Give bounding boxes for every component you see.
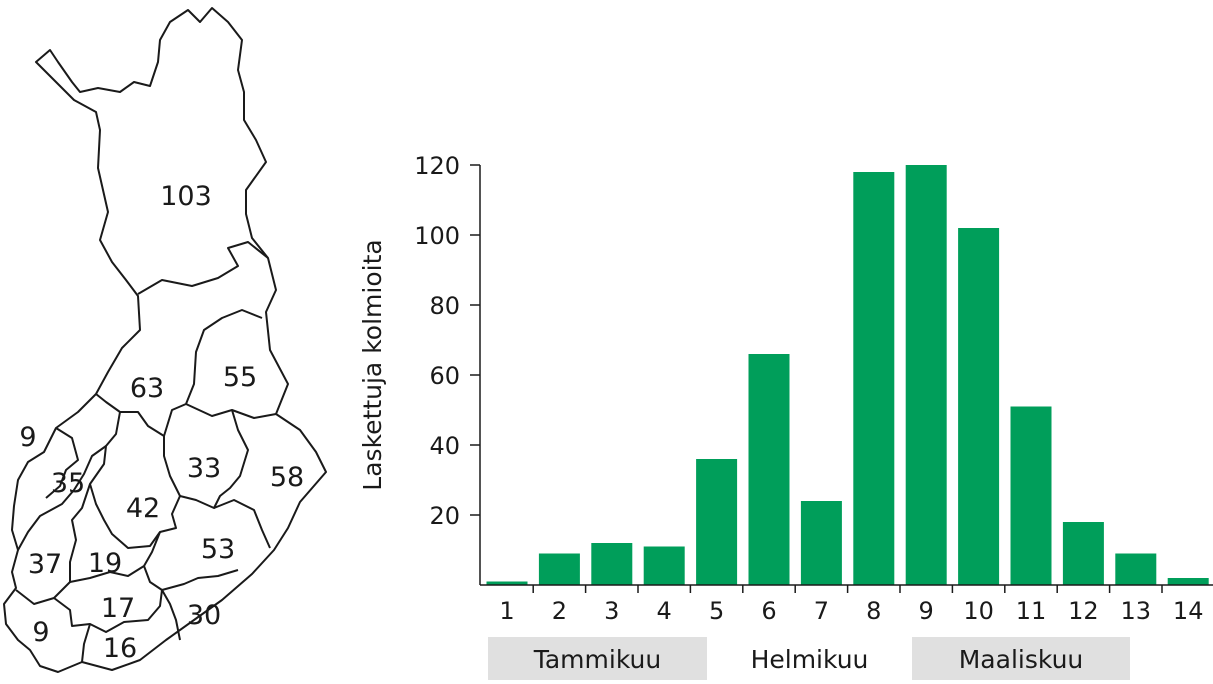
x-tick-label: 13 [1121,597,1152,625]
x-tick-label: 1 [499,597,514,625]
region-value-north-karelia: 58 [270,462,304,493]
map-region-labels: 103 63 55 9 35 42 33 58 37 19 53 17 9 16… [19,181,304,664]
x-tick-label: 4 [657,597,672,625]
month-band-bg [488,637,707,680]
bar-9 [905,165,947,585]
month-label: Tammikuu [533,645,662,674]
x-tick-label: 3 [604,597,619,625]
month-label: Maaliskuu [959,645,1084,674]
y-tick-label: 20 [429,502,460,530]
region-value-ostrobothnia: 35 [51,468,85,499]
x-tick-label: 8 [866,597,881,625]
region-border [69,531,161,583]
bar-8 [853,172,895,585]
region-value-kymenlaakso: 30 [187,600,221,631]
region-border [45,427,79,499]
month-band-bg [912,637,1130,680]
y-tick-label: 80 [429,292,460,320]
y-tick-label: 100 [414,222,460,250]
region-border [179,409,249,509]
region-border [95,309,263,437]
month-bands: Tammikuu Helmikuu Maaliskuu [488,637,1130,680]
region-value-pirkanmaa: 19 [88,548,122,579]
bar-14 [1167,578,1209,585]
region-border [15,483,91,605]
bar-1 [486,581,528,585]
region-border [213,499,271,549]
x-tick-label: 14 [1173,597,1204,625]
x-tick-label: 7 [814,597,829,625]
region-value-ostrobothnia-coast: 9 [19,422,36,453]
bar-11 [1010,406,1052,585]
x-tick-label: 9 [919,597,934,625]
x-tick-label: 11 [1016,597,1047,625]
region-value-north-ostrobothnia: 63 [130,373,164,404]
region-value-southwest: 9 [32,617,49,648]
bar-6 [748,354,790,585]
region-border [53,589,163,633]
region-value-kainuu: 55 [223,362,257,393]
y-axis: 20 40 60 80 100 120 [414,152,480,530]
region-value-uusimaa: 16 [103,633,137,664]
x-tick-label: 12 [1068,597,1099,625]
y-tick-label: 40 [429,432,460,460]
bar-12 [1062,522,1104,585]
y-tick-label: 60 [429,362,460,390]
map-outline [3,7,327,673]
region-value-south-savo: 53 [201,534,235,565]
region-border [143,565,239,591]
bar-13 [1115,553,1157,585]
x-tick-label: 10 [963,597,994,625]
y-tick-label: 120 [414,152,460,180]
region-value-hame: 17 [101,593,135,624]
region-border [137,241,269,295]
region-border [89,411,181,549]
finland-region-map [3,7,327,673]
bar-2 [538,553,580,585]
bar-3 [591,543,633,585]
bar-5 [696,459,738,585]
region-border [161,589,181,641]
region-value-satakunta: 37 [28,549,62,580]
bar-series [486,165,1209,585]
y-axis-label: Laskettuja kolmioita [358,239,387,490]
region-value-north-savo: 33 [187,453,221,484]
month-label: Helmikuu [751,645,869,674]
bar-7 [800,501,842,585]
x-tick-label: 6 [761,597,776,625]
region-border [81,623,91,663]
x-tick-label: 2 [552,597,567,625]
region-border [17,445,107,551]
bar-4 [643,546,685,585]
region-value-lapland: 103 [160,181,212,212]
x-axis: 1 2 3 4 5 6 7 8 9 10 11 12 13 14 [499,585,1204,625]
bar-10 [958,228,1000,585]
region-value-central-finland: 42 [126,493,160,524]
x-tick-label: 5 [709,597,724,625]
region-border [185,403,277,419]
